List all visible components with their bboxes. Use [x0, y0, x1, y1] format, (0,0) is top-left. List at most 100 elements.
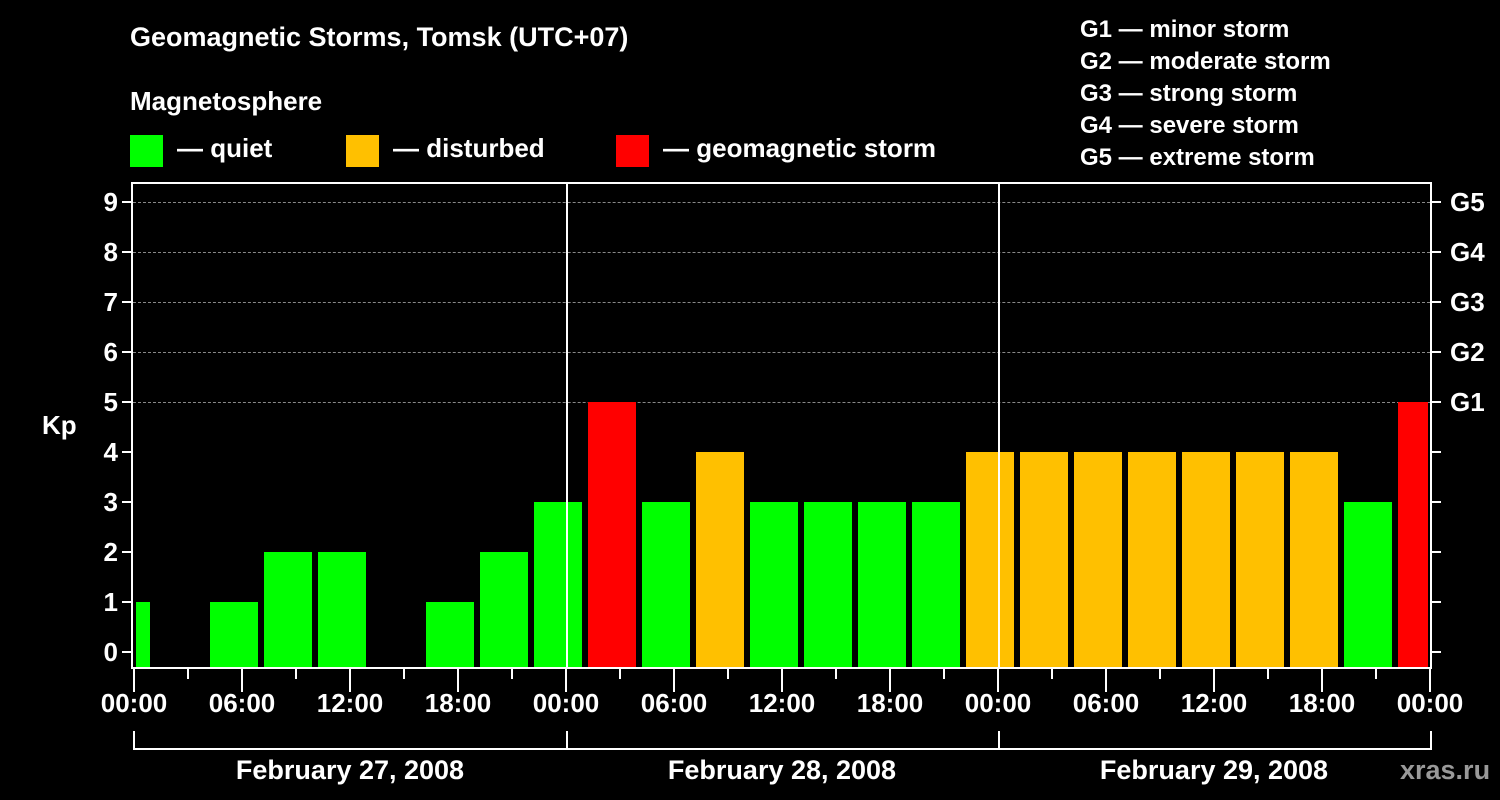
- x-tick: [349, 669, 351, 692]
- kp-bar: [264, 552, 312, 668]
- x-tick: [565, 669, 567, 692]
- kp-bar: [966, 452, 1014, 668]
- x-tick: [1267, 669, 1269, 679]
- x-tick-label: 06:00: [208, 688, 276, 718]
- y-tick: [122, 601, 131, 603]
- x-tick: [673, 669, 675, 692]
- y-tick-label: 1: [103, 587, 118, 617]
- g-tick-label: G4: [1450, 237, 1485, 267]
- chart-title: Geomagnetic Storms, Tomsk (UTC+07): [130, 22, 629, 52]
- y-tick-right: [1432, 351, 1441, 353]
- y-tick: [122, 651, 131, 653]
- y-tick-label: 5: [103, 387, 118, 417]
- credit-label: xras.ru: [1400, 755, 1491, 785]
- x-tick: [943, 669, 945, 679]
- x-tick: [997, 669, 999, 692]
- g-tick-label: G2: [1450, 337, 1485, 367]
- gridline: [133, 402, 1430, 403]
- date-bracket-tick: [998, 731, 1000, 750]
- x-tick: [1429, 669, 1431, 692]
- kp-bar: [1398, 402, 1428, 668]
- g-tick-label: G1: [1450, 387, 1485, 417]
- y-tick: [122, 251, 131, 253]
- kp-bar: [318, 552, 366, 668]
- kp-bar: [642, 502, 690, 668]
- x-tick-label: 00:00: [964, 688, 1032, 718]
- kp-bar: [210, 602, 258, 668]
- kp-bar: [1128, 452, 1176, 668]
- x-tick: [241, 669, 243, 692]
- x-tick: [1159, 669, 1161, 679]
- x-tick: [619, 669, 621, 679]
- y-tick-right: [1432, 651, 1441, 653]
- y-tick: [122, 301, 131, 303]
- y-tick-right: [1432, 301, 1441, 303]
- kp-bar: [1236, 452, 1284, 668]
- date-bracket-tick: [1430, 731, 1432, 750]
- kp-bar: [534, 502, 582, 668]
- x-tick-label: 00:00: [100, 688, 168, 718]
- y-tick-right: [1432, 451, 1441, 453]
- kp-bar: [858, 502, 906, 668]
- kp-bar: [1074, 452, 1122, 668]
- g-scale-item: G2 — moderate storm: [1080, 48, 1331, 75]
- y-tick-label: 0: [103, 637, 118, 667]
- legend-swatch-storm: [616, 135, 649, 167]
- y-tick: [122, 501, 131, 503]
- x-tick-label: 00:00: [532, 688, 600, 718]
- y-tick: [122, 401, 131, 403]
- kp-bar: [426, 602, 474, 668]
- x-tick: [889, 669, 891, 692]
- x-tick: [781, 669, 783, 692]
- g-scale-item: G1 — minor storm: [1080, 16, 1290, 43]
- y-tick: [122, 551, 131, 553]
- date-bracket-tick: [566, 731, 568, 750]
- plot-frame: [131, 182, 1432, 669]
- g-scale-legend: G1 — minor storm G2 — moderate storm G3 …: [1080, 14, 1331, 174]
- g-scale-item: G4 — severe storm: [1080, 112, 1299, 139]
- x-tick: [511, 669, 513, 679]
- kp-bar: [588, 402, 636, 668]
- legend-swatch-quiet: [130, 135, 163, 167]
- x-tick: [295, 669, 297, 679]
- y-tick-label: 2: [103, 537, 118, 567]
- kp-bar: [1290, 452, 1338, 668]
- kp-bar: [750, 502, 798, 668]
- g-scale-item: G5 — extreme storm: [1080, 144, 1315, 171]
- x-tick: [187, 669, 189, 679]
- y-tick-right: [1432, 401, 1441, 403]
- y-tick-label: 6: [103, 337, 118, 367]
- x-tick: [1105, 669, 1107, 692]
- y-tick-label: 3: [103, 487, 118, 517]
- y-tick-label: 4: [103, 437, 118, 467]
- day-separator: [566, 182, 568, 669]
- g-scale-item: G3 — strong storm: [1080, 80, 1298, 107]
- legend-swatch-disturbed: [346, 135, 379, 167]
- y-tick: [122, 201, 131, 203]
- gridline: [133, 202, 1430, 203]
- legend-label-quiet: — quiet: [177, 133, 273, 163]
- y-tick-right: [1432, 251, 1441, 253]
- y-tick-right: [1432, 601, 1441, 603]
- g-tick-label: G5: [1450, 187, 1485, 217]
- kp-bar: [1344, 502, 1392, 668]
- y-tick: [122, 351, 131, 353]
- y-tick-right: [1432, 501, 1441, 503]
- x-tick-label: 12:00: [316, 688, 384, 718]
- kp-bar: [804, 502, 852, 668]
- kp-bar: [136, 602, 150, 668]
- x-tick: [1321, 669, 1323, 692]
- date-label: February 29, 2008: [1099, 755, 1329, 785]
- legend-label-disturbed: — disturbed: [393, 133, 545, 163]
- day-separator: [998, 182, 1000, 669]
- kp-bar: [912, 502, 960, 668]
- date-bracket-line: [133, 748, 1432, 750]
- x-tick: [1375, 669, 1377, 679]
- x-tick-label: 06:00: [640, 688, 708, 718]
- kp-bar: [480, 552, 528, 668]
- gridline: [133, 302, 1430, 303]
- x-tick: [1213, 669, 1215, 692]
- x-tick: [1051, 669, 1053, 679]
- x-tick: [727, 669, 729, 679]
- chart-subtitle: Magnetosphere: [130, 86, 323, 116]
